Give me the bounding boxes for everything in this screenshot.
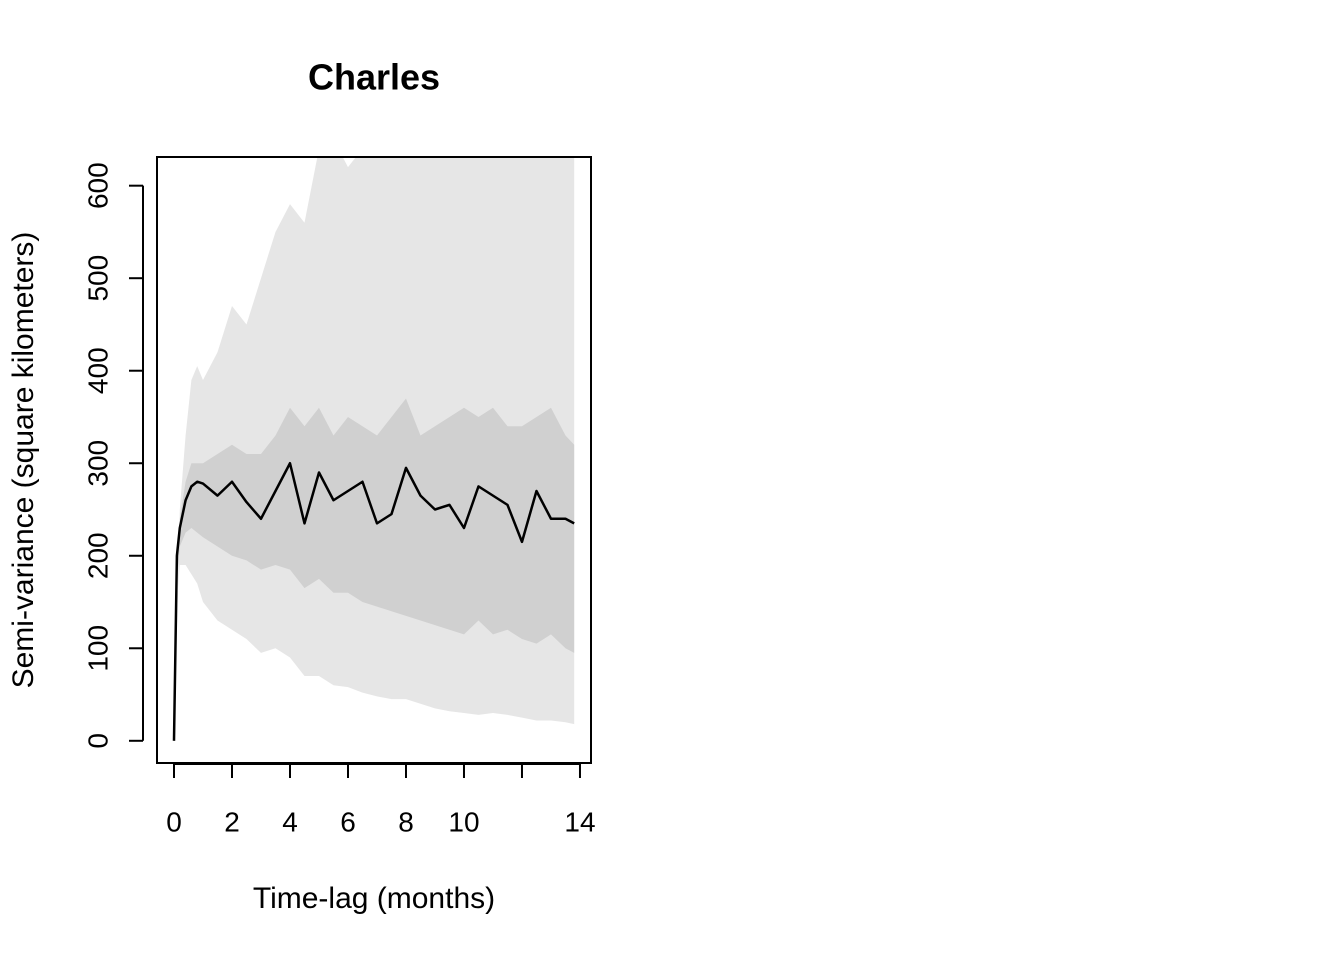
y-tick-label: 0: [82, 733, 113, 749]
y-tick-label: 300: [82, 440, 113, 487]
x-tick-label: 6: [340, 806, 356, 837]
y-tick-label: 400: [82, 347, 113, 394]
confidence-band: [173, 398, 575, 741]
x-axis-label: Time-lag (months): [253, 882, 495, 915]
chart-title: Charles: [308, 57, 440, 98]
x-tick-label: 0: [166, 806, 182, 837]
x-tick-label: 10: [448, 806, 479, 837]
y-tick-label: 200: [82, 532, 113, 579]
x-tick-label: 8: [398, 806, 414, 837]
y-axis-label: Semi-variance (square kilometers): [7, 232, 40, 689]
semivariance-line: [172, 461, 575, 741]
y-tick-label: 600: [82, 162, 113, 209]
plot-area: [172, 157, 575, 741]
x-tick-label: 2: [224, 806, 240, 837]
x-tick-label: 14: [564, 806, 595, 837]
x-tick-label: 4: [282, 806, 298, 837]
y-tick-label: 500: [82, 255, 113, 302]
y-tick-label: 100: [82, 625, 113, 672]
